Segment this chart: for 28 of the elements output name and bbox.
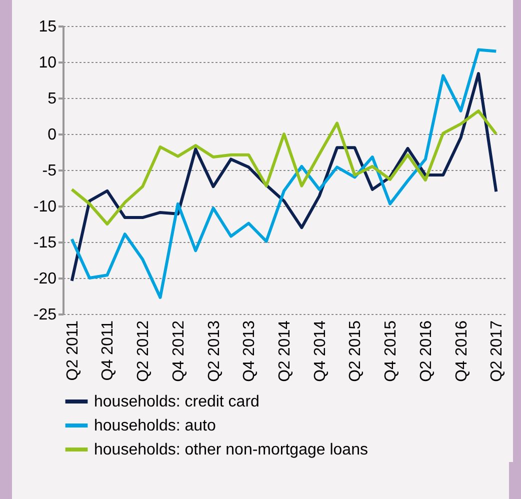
y-tick-label: -5 <box>42 162 57 180</box>
legend-label: households: other non-mortgage loans <box>94 442 368 458</box>
x-tick-label: Q2 2012 <box>135 320 152 382</box>
y-tick-label: 0 <box>48 126 57 144</box>
x-tick-label: Q2 2013 <box>206 320 223 382</box>
x-tick-label: Q4 2015 <box>382 320 400 382</box>
y-tick-label: 10 <box>38 54 57 72</box>
x-tick-label: Q4 2014 <box>312 320 329 382</box>
legend-label: households: auto <box>94 418 216 434</box>
legend-label: households: credit card <box>94 394 260 410</box>
y-tick-label: -10 <box>33 198 57 216</box>
y-tick-label: -20 <box>33 270 57 288</box>
x-tick-label: Q4 2012 <box>170 320 188 382</box>
y-tick-label: -15 <box>33 234 57 252</box>
y-tick-label: 5 <box>48 90 57 108</box>
line-series <box>70 109 498 226</box>
x-tick-label: Q2 2017 <box>488 320 506 382</box>
x-tick-label: Q2 2015 <box>347 320 364 382</box>
y-tick-label: -25 <box>33 306 57 324</box>
line-series <box>70 48 498 299</box>
line-series <box>70 72 498 282</box>
y-tick-label: 15 <box>38 18 57 36</box>
x-tick-label: Q4 2011 <box>100 320 117 381</box>
x-tick-label: Q4 2013 <box>241 320 258 382</box>
x-tick-label: Q2 2014 <box>276 320 294 382</box>
x-tick-label: Q2 2011 <box>64 320 82 381</box>
x-tick-label: Q4 2016 <box>453 320 470 382</box>
x-tick-label: Q2 2016 <box>418 320 435 382</box>
